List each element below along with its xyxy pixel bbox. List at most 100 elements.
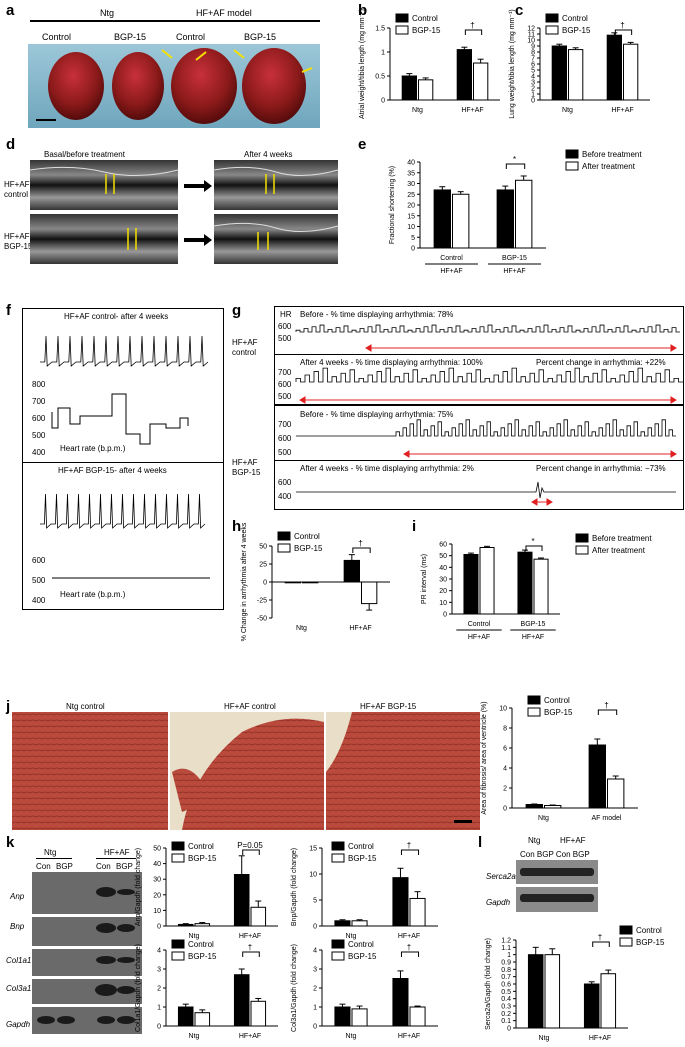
g-row-control: HF+AF control xyxy=(232,338,258,357)
b-xtick-label: Ntg xyxy=(412,107,423,114)
panel-label-e: e xyxy=(358,136,367,153)
k2-ytick-label: 0 xyxy=(313,924,317,931)
l-gene-gapdh: Gapdh xyxy=(486,898,511,907)
k2-ylabel: Bnp/Gapdh (fold change) xyxy=(291,848,298,926)
g-hr-label: HR xyxy=(280,310,292,319)
i-ytick-label: 20 xyxy=(439,588,447,595)
c-legend-swatch xyxy=(545,25,559,35)
k3-bar xyxy=(233,974,250,1027)
k1-xtick-label: Ntg xyxy=(189,933,200,940)
k2-ytick-label: 10 xyxy=(309,872,317,879)
f-tick-800: 800 xyxy=(32,380,46,389)
b-bar xyxy=(456,49,473,101)
g-tick: 500 xyxy=(278,334,292,343)
c-ytick-label: 3 xyxy=(531,80,535,87)
panel-g-div1 xyxy=(274,354,684,355)
c-xtick-label: HF+AF xyxy=(611,107,633,114)
k4-bar xyxy=(392,978,409,1027)
k-gene-bnp: Bnp xyxy=(10,922,25,931)
c-ytick-label: 2 xyxy=(531,86,535,93)
histo-title-3: HF+AF BGP-15 xyxy=(360,702,417,711)
histo-title-2: HF+AF control xyxy=(224,702,276,711)
l-ytick-label: 0.2 xyxy=(501,1011,511,1018)
l-ytick-label: 0 xyxy=(507,1026,511,1033)
i-ytick-label: 30 xyxy=(439,577,447,584)
k2-sig-bracket xyxy=(400,849,420,855)
k1-legend-label: Control xyxy=(188,842,214,851)
h-ytick-label: -25 xyxy=(257,598,267,605)
i-ytick-label: 60 xyxy=(439,542,447,549)
c-ytick-label: 12 xyxy=(527,26,535,33)
panel-f-divider xyxy=(22,462,224,463)
e-legend-swatch xyxy=(565,149,579,159)
l-bar xyxy=(600,973,617,1029)
k2-bar xyxy=(351,920,368,927)
g-bgp-after: After 4 weeks - % time displaying arrhyt… xyxy=(300,464,474,473)
f-tick-600-b: 600 xyxy=(32,556,46,565)
k3-ytick-label: 2 xyxy=(157,986,161,993)
k1-sig-symbol: P=0.05 xyxy=(237,841,263,850)
i-group-label: HF+AF xyxy=(522,634,544,641)
l-hfaf: HF+AF xyxy=(560,836,586,845)
i-xtick-label: BGP-15 xyxy=(521,621,546,628)
b-sig-bracket xyxy=(464,29,483,35)
k4-legend-label: Control xyxy=(348,940,374,949)
k2-legend-label: Control xyxy=(348,842,374,851)
i-sig-symbol: * xyxy=(531,537,534,546)
g-control-change: Percent change in arrhythmia: +22% xyxy=(536,358,666,367)
k3-bar xyxy=(177,1006,194,1027)
i-bar xyxy=(463,554,479,615)
l-sig-symbol: † xyxy=(598,933,602,942)
k4-ytick-label: 3 xyxy=(313,967,317,974)
g-tick: 700 xyxy=(278,420,292,429)
k3-ytick-label: 3 xyxy=(157,967,161,974)
b-ytick-label: 0.5 xyxy=(375,74,385,81)
k-hfaf: HF+AF xyxy=(104,848,130,857)
c-ytick-label: 4 xyxy=(531,74,535,81)
b-bar xyxy=(418,79,434,101)
hr-traces xyxy=(295,324,683,506)
c-bar xyxy=(606,34,623,101)
k4-bar xyxy=(334,1006,351,1027)
j-legend-swatch xyxy=(527,695,541,705)
k2-bar xyxy=(334,920,351,927)
g-tick: 500 xyxy=(278,392,292,401)
l-ytick-label: 0.1 xyxy=(501,1018,511,1025)
h-ytick-label: -50 xyxy=(257,616,267,623)
e-group-label: HF+AF xyxy=(440,268,462,275)
k2-xtick-label: HF+AF xyxy=(398,933,420,940)
col-label-control-2: Control xyxy=(176,32,206,42)
row-label-control: HF+AF control xyxy=(4,180,30,199)
j-legend-label: BGP-15 xyxy=(544,708,573,717)
e-legend-swatch xyxy=(565,161,579,171)
e-ytick-label: 5 xyxy=(411,235,415,242)
k2-sig-symbol: † xyxy=(407,841,411,850)
panel-label-d: d xyxy=(6,136,16,153)
c-xtick-label: Ntg xyxy=(562,107,573,114)
panel-g-div3 xyxy=(274,460,684,461)
l-xtick-label: HF+AF xyxy=(589,1035,611,1042)
col-label-bgp-1: BGP-15 xyxy=(114,32,147,42)
k4-legend-swatch xyxy=(331,939,345,949)
k-gene-col3a1: Col3a1 xyxy=(6,984,32,993)
k1-ytick-label: 0 xyxy=(157,924,161,931)
b-sig-symbol: † xyxy=(470,21,474,30)
j-xtick-label: Ntg xyxy=(538,815,549,822)
e-sig-bracket xyxy=(505,163,526,169)
panel-g-box xyxy=(274,306,684,510)
l-ytick-label: 0.7 xyxy=(501,974,511,981)
e-ytick-label: 20 xyxy=(407,203,415,210)
k3-bar xyxy=(250,1000,267,1027)
h-xtick-label: HF+AF xyxy=(349,625,371,632)
k1-legend-label: BGP-15 xyxy=(188,854,217,863)
j-ytick-label: 0 xyxy=(503,806,507,813)
panel-label-a: a xyxy=(6,2,15,19)
c-ytick-label: 9 xyxy=(531,44,535,51)
g-bgp-before: Before - % time displaying arrhythmia: 7… xyxy=(300,410,454,419)
l-ytick-label: 1 xyxy=(507,952,511,959)
h-ytick-label: 0 xyxy=(263,580,267,587)
e-ytick-label: 40 xyxy=(407,160,415,167)
i-legend-label: Before treatment xyxy=(592,534,652,543)
g-tick: 400 xyxy=(278,492,292,501)
k3-legend-label: BGP-15 xyxy=(188,952,217,961)
